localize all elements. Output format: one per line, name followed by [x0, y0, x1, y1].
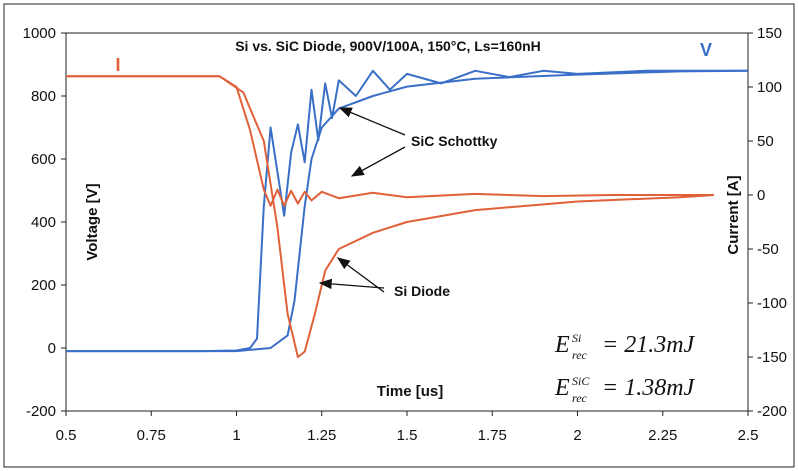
annotation-arrow [350, 146, 406, 177]
equation-value: = 21.3mJ [602, 332, 696, 358]
y-right-axis-label: Current [A] [725, 175, 742, 254]
x-tick-label: 0.75 [137, 427, 166, 444]
y-left-tick-label: 0 [48, 340, 56, 357]
voltage-series-line-1 [66, 69, 748, 353]
x-axis-label: Time [us] [377, 383, 443, 400]
y-left-tick-label: 800 [31, 88, 56, 105]
series-label-voltage: V [700, 40, 712, 60]
y-right-tick-label: 50 [757, 133, 774, 150]
x-tick-label: 1.5 [397, 427, 418, 444]
voltage-series-line-2 [66, 69, 749, 353]
x-tick-label: 0.5 [56, 427, 77, 444]
y-left-tick-label: 600 [31, 151, 56, 168]
equation-subscript: rec [572, 348, 588, 362]
y-left-tick-label: 200 [31, 277, 56, 294]
current-series-line-1 [66, 75, 714, 207]
equation-superscript: SiC [572, 374, 590, 388]
y-left-tick-label: 1000 [23, 25, 56, 42]
x-tick-label: 2 [573, 427, 581, 444]
y-right-tick-label: -200 [757, 403, 787, 420]
x-tick-label: 1 [232, 427, 240, 444]
annotation-si-diode: Si Diode [394, 283, 450, 299]
annotation-sic-schottky: SiC Schottky [411, 133, 498, 149]
equation-e-symbol: E [554, 375, 570, 401]
y-right-tick-label: -50 [757, 241, 779, 258]
series-label-current: I [115, 55, 120, 75]
current-series-line-2 [66, 75, 714, 358]
figure-border [3, 3, 795, 468]
x-tick-label: 1.75 [478, 427, 507, 444]
x-tick-label: 2.5 [738, 427, 759, 444]
x-tick-label: 1.25 [307, 427, 336, 444]
chart-title: Si vs. SiC Diode, 900V/100A, 150°C, Ls=1… [235, 38, 541, 54]
y-right-tick-label: -100 [757, 295, 787, 312]
annotation-arrow [336, 257, 385, 293]
x-tick-label: 2.25 [648, 427, 677, 444]
y-left-tick-label: -200 [26, 403, 56, 420]
y-right-tick-label: 100 [757, 79, 782, 96]
y-right-tick-label: 150 [757, 25, 782, 42]
y-left-tick-label: 400 [31, 214, 56, 231]
plot-frame [65, 32, 749, 412]
equation-e-symbol: E [554, 332, 570, 358]
y-left-axis-label: Voltage [V] [84, 183, 101, 260]
y-right-tick-label: 0 [757, 187, 765, 204]
equation-subscript: rec [572, 391, 588, 405]
annotation-arrow [338, 107, 406, 136]
annotation-arrow [318, 278, 385, 290]
equation-superscript: Si [572, 331, 581, 345]
equation-value: = 1.38mJ [602, 375, 696, 401]
y-right-tick-label: -150 [757, 349, 787, 366]
